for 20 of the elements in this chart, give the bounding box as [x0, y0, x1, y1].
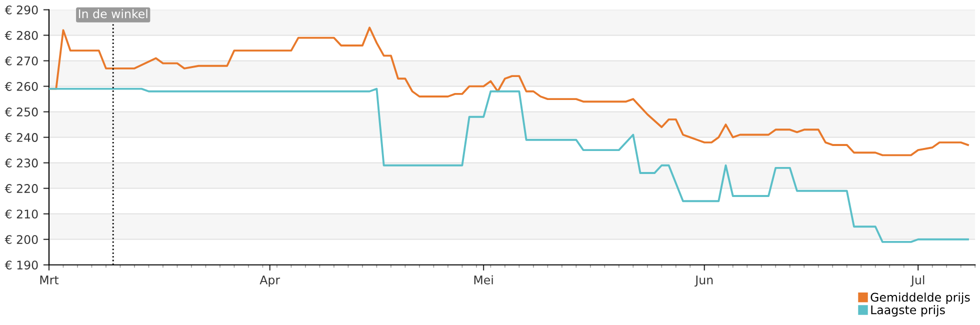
y-tick-label: € 240 — [4, 133, 38, 142]
y-tick-label: € 260 — [4, 82, 38, 91]
line-series — [49, 88, 969, 243]
y-tick-label: € 190 — [4, 260, 38, 270]
x-tick-label: Mei — [474, 275, 493, 284]
y-tick-label: € 290 — [4, 5, 38, 14]
x-tick-label: Jul — [910, 275, 924, 287]
y-tick-label: € 220 — [4, 184, 38, 193]
ref-line-label: In de winkel — [78, 9, 148, 18]
x-tick-label: Jun — [694, 276, 713, 287]
legend-label: Laagste prijs — [871, 305, 945, 317]
y-tick-label: € 280 — [4, 30, 38, 40]
x-tick-label: Apr — [260, 276, 280, 287]
y-tick-label: € 230 — [4, 158, 38, 168]
y-tick-label: € 200 — [4, 235, 38, 244]
x-tick-label: Mrt — [40, 276, 59, 284]
legend-label: Gemiddelde prijs — [870, 292, 970, 304]
y-tick-label: € 270 — [4, 56, 38, 66]
y-tick-label: € 210 — [4, 210, 38, 219]
y-tick-label: € 250 — [4, 108, 38, 116]
